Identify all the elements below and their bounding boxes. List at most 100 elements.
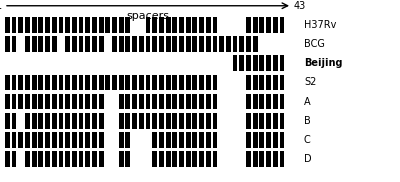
Bar bbox=[146, 36, 150, 52]
Bar bbox=[45, 132, 50, 148]
Bar bbox=[280, 113, 284, 128]
Bar bbox=[172, 94, 177, 109]
Bar bbox=[152, 94, 157, 109]
Bar bbox=[32, 94, 36, 109]
Bar bbox=[18, 94, 23, 109]
Bar bbox=[179, 94, 184, 109]
Bar bbox=[246, 74, 251, 90]
Bar bbox=[152, 113, 157, 128]
Bar bbox=[186, 17, 190, 33]
Bar bbox=[38, 113, 43, 128]
Bar bbox=[280, 74, 284, 90]
Bar bbox=[38, 151, 43, 167]
Bar bbox=[266, 74, 271, 90]
Bar bbox=[179, 17, 184, 33]
Bar bbox=[58, 17, 63, 33]
Bar bbox=[79, 74, 84, 90]
Bar bbox=[139, 113, 144, 128]
Bar bbox=[166, 113, 170, 128]
Bar bbox=[85, 74, 90, 90]
Bar bbox=[12, 36, 16, 52]
Bar bbox=[253, 132, 258, 148]
Bar bbox=[52, 74, 57, 90]
Text: 1: 1 bbox=[0, 1, 2, 11]
Bar bbox=[72, 17, 77, 33]
Bar bbox=[186, 113, 190, 128]
Bar bbox=[106, 74, 110, 90]
Bar bbox=[246, 94, 251, 109]
Bar bbox=[99, 113, 104, 128]
Bar bbox=[166, 74, 170, 90]
Bar bbox=[233, 36, 238, 52]
Bar bbox=[119, 94, 124, 109]
Bar bbox=[99, 151, 104, 167]
Bar bbox=[32, 132, 36, 148]
Bar bbox=[206, 94, 211, 109]
Bar bbox=[253, 17, 258, 33]
Bar bbox=[266, 17, 271, 33]
Bar bbox=[253, 113, 258, 128]
Bar bbox=[212, 36, 217, 52]
Bar bbox=[260, 113, 264, 128]
Bar bbox=[52, 132, 57, 148]
Bar bbox=[226, 36, 231, 52]
Bar bbox=[266, 55, 271, 71]
Bar bbox=[260, 132, 264, 148]
Bar bbox=[79, 113, 84, 128]
Bar bbox=[253, 55, 258, 71]
Bar bbox=[280, 17, 284, 33]
Bar bbox=[206, 113, 211, 128]
Bar bbox=[79, 151, 84, 167]
Bar bbox=[159, 151, 164, 167]
Bar bbox=[206, 74, 211, 90]
Bar bbox=[72, 94, 77, 109]
Bar bbox=[273, 113, 278, 128]
Bar bbox=[146, 74, 150, 90]
Bar bbox=[18, 74, 23, 90]
Bar bbox=[179, 74, 184, 90]
Bar bbox=[45, 74, 50, 90]
Bar bbox=[12, 17, 16, 33]
Bar bbox=[152, 17, 157, 33]
Bar bbox=[260, 17, 264, 33]
Bar bbox=[32, 74, 36, 90]
Text: C: C bbox=[304, 135, 311, 145]
Bar bbox=[246, 55, 251, 71]
Bar bbox=[25, 113, 30, 128]
Bar bbox=[99, 36, 104, 52]
Bar bbox=[246, 17, 251, 33]
Text: A: A bbox=[304, 96, 311, 106]
Bar bbox=[65, 151, 70, 167]
Bar bbox=[159, 36, 164, 52]
Bar bbox=[186, 94, 190, 109]
Bar bbox=[38, 132, 43, 148]
Bar bbox=[199, 113, 204, 128]
Bar bbox=[152, 36, 157, 52]
Bar bbox=[45, 151, 50, 167]
Bar bbox=[172, 151, 177, 167]
Bar bbox=[5, 94, 10, 109]
Bar bbox=[112, 17, 117, 33]
Bar bbox=[280, 94, 284, 109]
Bar bbox=[159, 113, 164, 128]
Bar bbox=[126, 113, 130, 128]
Bar bbox=[192, 113, 197, 128]
Bar bbox=[12, 113, 16, 128]
Bar bbox=[38, 17, 43, 33]
Bar bbox=[260, 94, 264, 109]
Bar bbox=[85, 132, 90, 148]
Bar bbox=[85, 113, 90, 128]
Bar bbox=[65, 113, 70, 128]
Bar bbox=[172, 113, 177, 128]
Bar bbox=[58, 113, 63, 128]
Bar bbox=[32, 113, 36, 128]
Bar bbox=[5, 74, 10, 90]
Text: BCG: BCG bbox=[304, 39, 325, 49]
Bar bbox=[273, 132, 278, 148]
Bar bbox=[260, 74, 264, 90]
Bar bbox=[126, 17, 130, 33]
Bar bbox=[85, 151, 90, 167]
Bar bbox=[166, 151, 170, 167]
Bar bbox=[132, 113, 137, 128]
Bar bbox=[166, 94, 170, 109]
